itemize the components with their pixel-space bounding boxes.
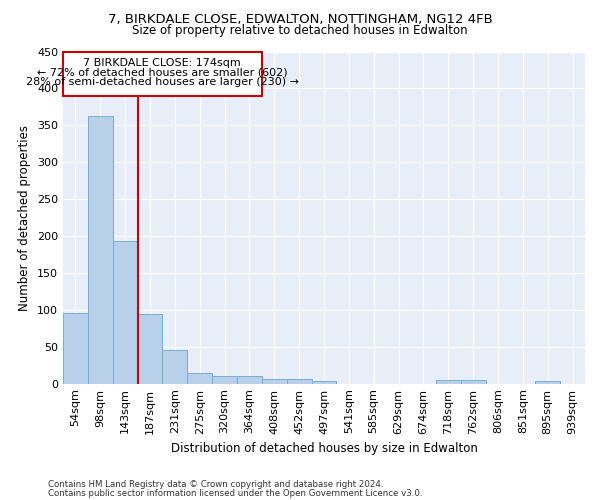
Bar xyxy=(262,378,287,384)
Bar xyxy=(311,380,337,384)
Bar xyxy=(88,116,113,384)
Bar xyxy=(436,380,461,384)
Text: Size of property relative to detached houses in Edwalton: Size of property relative to detached ho… xyxy=(132,24,468,37)
Bar xyxy=(63,313,88,384)
Bar xyxy=(212,376,237,384)
X-axis label: Distribution of detached houses by size in Edwalton: Distribution of detached houses by size … xyxy=(170,442,478,455)
Bar xyxy=(237,376,262,384)
Bar xyxy=(187,374,212,384)
Bar xyxy=(137,314,163,384)
Bar xyxy=(287,380,311,384)
Text: Contains HM Land Registry data © Crown copyright and database right 2024.: Contains HM Land Registry data © Crown c… xyxy=(48,480,383,489)
Text: 7 BIRKDALE CLOSE: 174sqm: 7 BIRKDALE CLOSE: 174sqm xyxy=(83,58,241,68)
Text: ← 72% of detached houses are smaller (602): ← 72% of detached houses are smaller (60… xyxy=(37,68,287,78)
Text: Contains public sector information licensed under the Open Government Licence v3: Contains public sector information licen… xyxy=(48,489,422,498)
Text: 28% of semi-detached houses are larger (230) →: 28% of semi-detached houses are larger (… xyxy=(26,78,299,88)
Bar xyxy=(63,52,262,96)
Bar xyxy=(535,382,560,384)
Bar xyxy=(113,241,137,384)
Text: 7, BIRKDALE CLOSE, EDWALTON, NOTTINGHAM, NG12 4FB: 7, BIRKDALE CLOSE, EDWALTON, NOTTINGHAM,… xyxy=(107,12,493,26)
Bar xyxy=(461,380,485,384)
Bar xyxy=(163,350,187,384)
Y-axis label: Number of detached properties: Number of detached properties xyxy=(19,124,31,310)
